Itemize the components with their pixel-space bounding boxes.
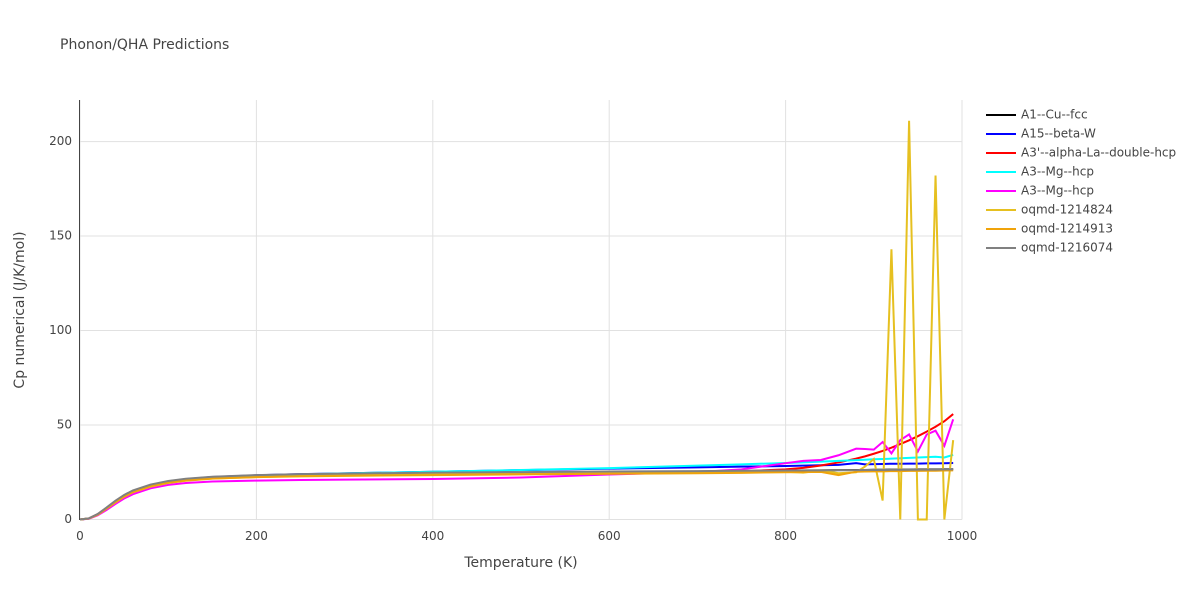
legend-label[interactable]: A3'--alpha-La--double-hcp	[1021, 146, 1176, 160]
series-line	[80, 413, 954, 521]
x-tick-label: 800	[774, 529, 797, 543]
legend-label[interactable]: oqmd-1214824	[1021, 203, 1113, 217]
legend-label[interactable]: oqmd-1216074	[1021, 241, 1113, 255]
x-tick-label: 400	[421, 529, 444, 543]
y-tick-label: 50	[57, 418, 72, 432]
grid: 0 200 400 600 800 1000 0 50 100 150 200	[49, 100, 977, 543]
y-axis-title: Cp numerical (J/K/mol)	[12, 231, 28, 388]
x-tick-label: 0	[76, 529, 84, 543]
plot-area	[80, 120, 955, 521]
legend-label[interactable]: oqmd-1214913	[1021, 222, 1113, 236]
y-tick-label: 100	[49, 323, 72, 337]
y-tick-label: 150	[49, 229, 72, 243]
x-tick-label: 1000	[947, 529, 978, 543]
y-tick-label: 0	[64, 512, 72, 526]
legend-label[interactable]: A3--Mg--hcp	[1021, 165, 1094, 179]
x-tick-label: 600	[598, 529, 621, 543]
x-axis-title: Temperature (K)	[463, 555, 577, 571]
chart-title: Phonon/QHA Predictions	[60, 37, 229, 53]
legend: A1--Cu--fcc A15--beta-W A3'--alpha-La--dou…	[986, 108, 1176, 255]
legend-label[interactable]: A15--beta-W	[1021, 127, 1096, 141]
y-tick-label: 200	[49, 134, 72, 148]
legend-label[interactable]: A3--Mg--hcp	[1021, 184, 1094, 198]
series-line	[80, 469, 954, 521]
legend-label[interactable]: A1--Cu--fcc	[1021, 108, 1088, 122]
series-line	[80, 468, 954, 521]
x-tick-label: 200	[245, 529, 268, 543]
